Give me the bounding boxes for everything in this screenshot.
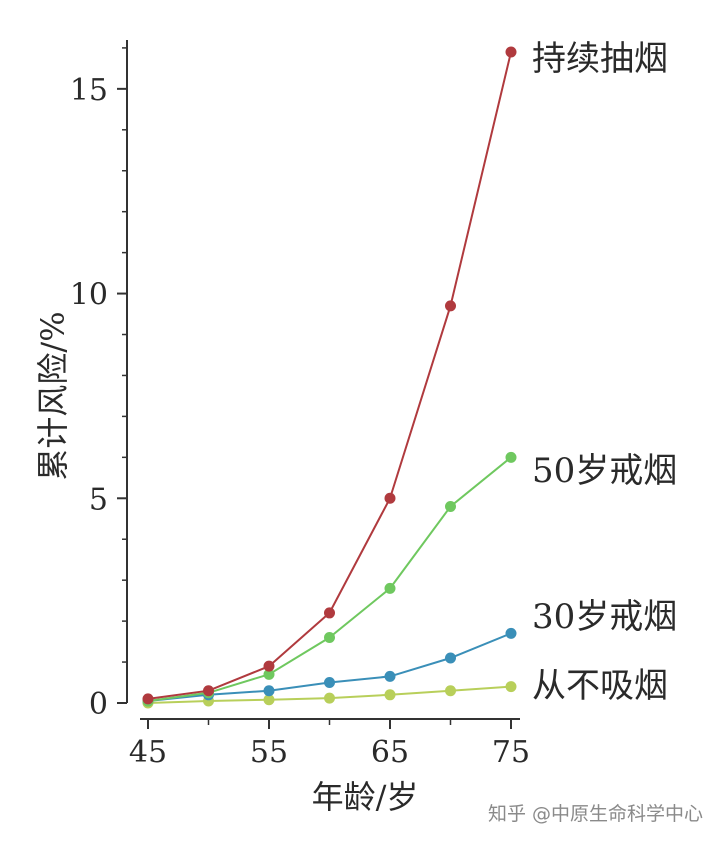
data-point bbox=[324, 677, 335, 689]
x-tick-label: 45 bbox=[129, 735, 167, 770]
plot-area bbox=[142, 46, 517, 709]
data-point bbox=[505, 451, 517, 463]
y-tick-label: 10 bbox=[70, 278, 108, 313]
data-point bbox=[445, 652, 456, 664]
data-point bbox=[384, 582, 396, 594]
data-point bbox=[505, 681, 517, 693]
data-point bbox=[263, 694, 275, 706]
series-label: 50岁戒烟 bbox=[532, 451, 677, 491]
data-point bbox=[263, 685, 275, 697]
series-label: 从不吸烟 bbox=[532, 666, 668, 706]
x-axis-title: 年龄/岁 bbox=[312, 778, 419, 816]
series-line bbox=[147, 456, 512, 702]
data-point bbox=[324, 692, 335, 704]
y-tick-label: 15 bbox=[70, 73, 108, 108]
data-point bbox=[445, 685, 456, 697]
x-tick-label: 75 bbox=[492, 735, 530, 770]
data-point bbox=[384, 670, 396, 682]
y-tick-label: 5 bbox=[89, 482, 108, 517]
data-point bbox=[445, 500, 456, 512]
x-tick-label: 55 bbox=[250, 735, 288, 770]
data-point bbox=[445, 300, 456, 312]
data-point bbox=[384, 689, 396, 701]
data-point bbox=[505, 627, 517, 639]
data-point bbox=[203, 685, 214, 697]
series-label: 30岁戒烟 bbox=[532, 597, 677, 637]
data-point bbox=[505, 46, 517, 58]
data-point bbox=[384, 492, 396, 504]
data-point bbox=[142, 693, 154, 705]
data-point bbox=[324, 631, 335, 643]
data-point bbox=[263, 660, 275, 672]
data-point bbox=[263, 668, 275, 680]
axes: 0 5 10 15 45 55 65 75 bbox=[70, 40, 530, 770]
series-label: 持续抽烟 bbox=[532, 39, 668, 79]
watermark: 知乎 @中原生命科学中心 bbox=[488, 803, 703, 825]
x-tick-label: 65 bbox=[371, 735, 409, 770]
data-point bbox=[324, 607, 335, 619]
y-tick-label: 0 bbox=[89, 687, 108, 722]
y-axis-title: 累计风险/% bbox=[34, 311, 72, 480]
series-line bbox=[147, 51, 512, 700]
